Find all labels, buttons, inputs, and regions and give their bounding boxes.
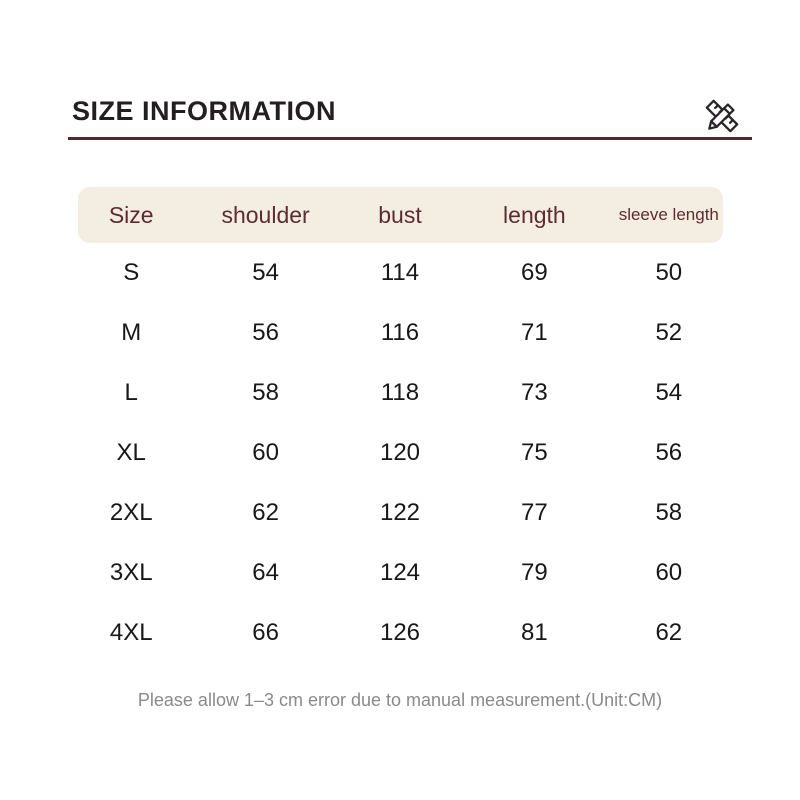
table-cell: 124 bbox=[379, 559, 421, 586]
table-cell: 60 bbox=[655, 559, 683, 586]
table-cell: 79 bbox=[521, 559, 548, 586]
table-cell: 52 bbox=[655, 319, 683, 346]
header-cell-bust: bust bbox=[378, 201, 422, 228]
header-cell-length: length bbox=[503, 201, 566, 228]
table-header-background bbox=[78, 187, 723, 243]
table-header-row: Size shoulder bust length sleeve length bbox=[64, 187, 736, 243]
size-table-body: S 54 114 69 50 M 56 116 71 52 L 58 118 73 54 XL 60 120 75 5… bbox=[64, 243, 736, 663]
table-cell: 56 bbox=[252, 319, 279, 346]
table-cell: 50 bbox=[655, 259, 683, 286]
table-cell: 116 bbox=[380, 319, 420, 346]
table-row: M 56 116 71 52 bbox=[64, 303, 736, 363]
title-underline bbox=[68, 137, 752, 140]
page-title: SIZE INFORMATION bbox=[72, 96, 336, 126]
table-row: 4XL 66 126 81 62 bbox=[64, 603, 736, 663]
size-label-cell: 4XL bbox=[109, 619, 153, 646]
header-cell-size: Size bbox=[108, 201, 154, 228]
header-cell-shoulder: shoulder bbox=[221, 201, 310, 228]
table-cell: 58 bbox=[252, 379, 279, 406]
size-label-cell: 2XL bbox=[109, 499, 153, 526]
table-cell: 71 bbox=[521, 319, 548, 346]
table-row: 2XL 62 122 77 58 bbox=[64, 483, 736, 543]
table-cell: 81 bbox=[521, 619, 548, 646]
size-label-cell: L bbox=[124, 379, 138, 406]
table-cell: 58 bbox=[655, 499, 683, 526]
measurement-note: Please allow 1–3 cm error due to manual … bbox=[137, 690, 663, 710]
table-cell: 118 bbox=[380, 379, 420, 406]
size-label-cell: S bbox=[123, 259, 140, 286]
size-label-cell: M bbox=[121, 319, 142, 346]
table-cell: 64 bbox=[252, 559, 279, 586]
table-cell: 77 bbox=[521, 499, 548, 526]
pencil-ruler-icon bbox=[700, 94, 744, 138]
table-cell: 114 bbox=[380, 259, 420, 286]
table-row: 3XL 64 124 79 60 bbox=[64, 543, 736, 603]
table-cell: 73 bbox=[521, 379, 548, 406]
table-cell: 60 bbox=[252, 439, 279, 466]
size-label-cell: XL bbox=[116, 439, 146, 466]
table-cell: 120 bbox=[379, 439, 421, 466]
header-cell-sleeve-length: sleeve length bbox=[618, 205, 719, 224]
table-cell: 69 bbox=[521, 259, 548, 286]
table-cell: 126 bbox=[379, 619, 421, 646]
size-label-cell: 3XL bbox=[109, 559, 153, 586]
table-cell: 54 bbox=[655, 379, 683, 406]
table-row: XL 60 120 75 56 bbox=[64, 423, 736, 483]
table-row: S 54 114 69 50 bbox=[64, 243, 736, 303]
table-cell: 66 bbox=[252, 619, 279, 646]
table-cell: 62 bbox=[655, 619, 683, 646]
table-cell: 122 bbox=[379, 499, 421, 526]
table-cell: 54 bbox=[252, 259, 279, 286]
table-row: L 58 118 73 54 bbox=[64, 363, 736, 423]
table-cell: 62 bbox=[252, 499, 279, 526]
table-cell: 56 bbox=[655, 439, 683, 466]
table-cell: 75 bbox=[521, 439, 548, 466]
